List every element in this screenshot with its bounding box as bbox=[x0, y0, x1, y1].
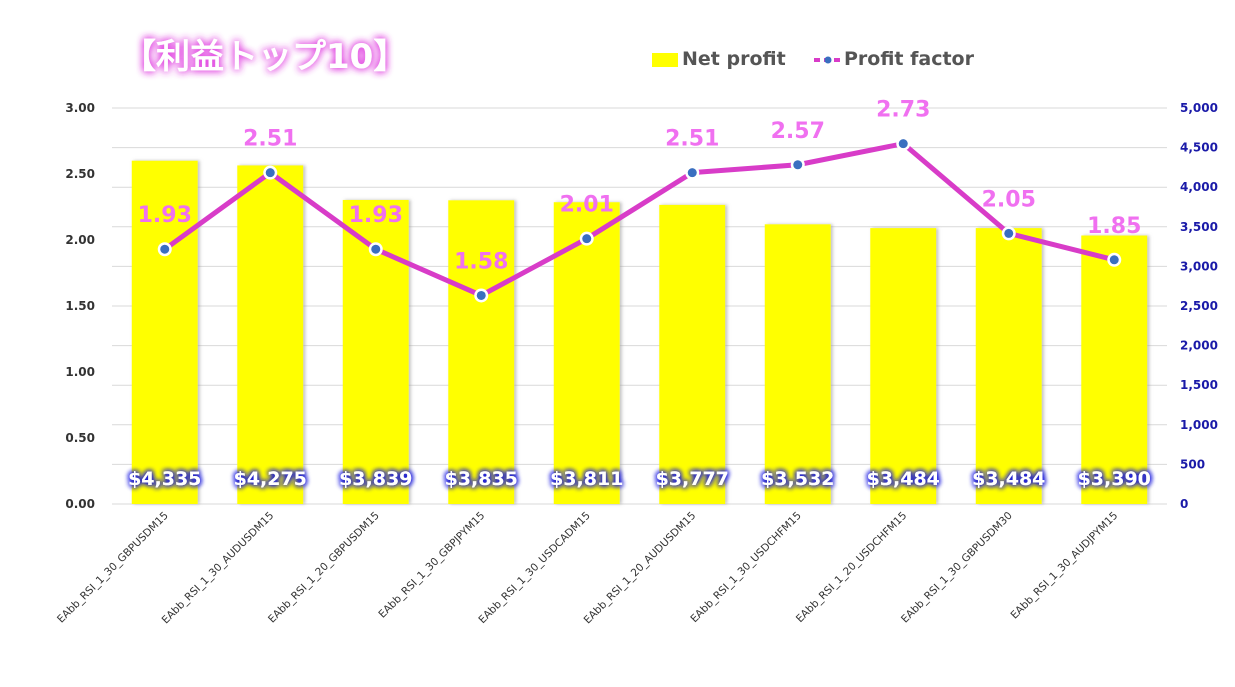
net-profit-data-label: $3,484 bbox=[867, 468, 940, 490]
profit-factor-marker bbox=[476, 290, 486, 300]
net-profit-data-label: $3,811 bbox=[550, 468, 623, 490]
profit-factor-data-label: 2.73 bbox=[876, 98, 930, 123]
profit-factor-marker bbox=[582, 234, 592, 244]
profit-factor-data-label: 2.57 bbox=[771, 119, 825, 144]
right-axis-tick-label: 3,000 bbox=[1180, 259, 1218, 273]
profit-factor-labels: 1.93 2.51 1.93 1.58 2.01 2.51 2.57 2.73 2.05 1.85 bbox=[138, 98, 1142, 275]
right-axis-tick-label: 1,500 bbox=[1180, 378, 1218, 392]
profit-factor-marker bbox=[1109, 255, 1119, 265]
profit-factor-data-label: 1.93 bbox=[138, 203, 192, 228]
left-axis-tick-label: 0.00 bbox=[65, 497, 95, 511]
profit-factor-marker bbox=[265, 168, 275, 178]
profit-factor-series-line bbox=[163, 141, 1115, 298]
net-profit-bar bbox=[1081, 235, 1148, 504]
right-axis-ticks: 0 500 1,000 1,500 2,000 2,500 3,000 3,500 4,000 4… bbox=[1180, 101, 1218, 511]
right-axis-tick-label: 500 bbox=[1180, 457, 1205, 471]
profit-factor-data-label: 1.58 bbox=[454, 249, 508, 274]
chart-title: 【利益トップ10】 bbox=[122, 37, 407, 77]
legend-net-profit-label: Net profit bbox=[682, 48, 786, 70]
profit-factor-line bbox=[157, 136, 1122, 303]
profit-factor-marker bbox=[793, 160, 803, 170]
right-axis-tick-label: 5,000 bbox=[1180, 101, 1218, 115]
left-axis-tick-label: 2.50 bbox=[65, 167, 95, 181]
profit-factor-marker bbox=[687, 168, 697, 178]
profit-factor-data-label: 2.01 bbox=[560, 193, 614, 218]
left-axis-ticks: 0.00 0.50 1.00 1.50 2.00 2.50 3.00 bbox=[65, 101, 95, 511]
profit-factor-data-label: 2.51 bbox=[665, 127, 719, 152]
legend-net-profit-swatch bbox=[652, 53, 678, 67]
category-label: EAbb_RSI_1_30_GBPJPYM15 bbox=[376, 510, 487, 621]
left-axis-tick-label: 1.50 bbox=[65, 299, 95, 313]
right-axis-tick-label: 0 bbox=[1180, 497, 1188, 511]
net-profit-data-label: $3,532 bbox=[761, 468, 834, 490]
right-axis-tick-label: 1,000 bbox=[1180, 418, 1218, 432]
category-label: EAbb_RSI_1_20_USDCHFM15 bbox=[794, 510, 910, 626]
category-label: EAbb_RSI_1_30_USDCADM15 bbox=[476, 510, 592, 626]
legend-profit-factor-marker bbox=[824, 56, 832, 64]
category-labels: EAbb_RSI_1_30_GBPUSDM15EAbb_RSI_1_30_AUD… bbox=[55, 510, 1120, 627]
profit-factor-data-label: 2.05 bbox=[982, 187, 1036, 212]
profit-factor-data-label: 1.85 bbox=[1087, 214, 1141, 239]
right-axis-tick-label: 4,500 bbox=[1180, 141, 1218, 155]
left-axis-tick-label: 2.00 bbox=[65, 233, 95, 247]
net-profit-data-label: $4,275 bbox=[234, 468, 307, 490]
left-axis-tick-label: 0.50 bbox=[65, 431, 95, 445]
net-profit-bar bbox=[237, 165, 304, 505]
right-axis-tick-label: 4,000 bbox=[1180, 180, 1218, 194]
profit-factor-marker bbox=[371, 244, 381, 254]
net-profit-data-label: $3,777 bbox=[656, 468, 729, 490]
category-label: EAbb_RSI_1_20_AUDUSDM15 bbox=[582, 510, 699, 627]
net-profit-data-label: $3,390 bbox=[1078, 468, 1151, 490]
category-label: EAbb_RSI_1_30_GBPUSDM15 bbox=[55, 510, 171, 626]
right-axis-tick-label: 2,000 bbox=[1180, 339, 1218, 353]
profit-factor-marker bbox=[898, 139, 908, 149]
net-profit-bar bbox=[659, 204, 726, 504]
net-profit-bar bbox=[131, 160, 198, 504]
net-profit-data-label: $4,335 bbox=[128, 468, 201, 490]
left-axis-tick-label: 3.00 bbox=[65, 101, 95, 115]
category-label: EAbb_RSI_1_30_GBPUSDM30 bbox=[899, 510, 1015, 626]
net-profit-bar bbox=[764, 224, 831, 504]
net-profit-bars bbox=[131, 160, 1148, 505]
net-profit-labels: $4,335 $4,275 $3,839 $3,835 $3,811 $3,777 $3,5… bbox=[128, 468, 1151, 490]
net-profit-data-label: $3,484 bbox=[972, 468, 1045, 490]
category-label: EAbb_RSI_1_20_GBPUSDM15 bbox=[266, 510, 382, 626]
profit-factor-marker bbox=[160, 244, 170, 254]
net-profit-bar bbox=[870, 228, 937, 504]
legend-profit-factor-label: Profit factor bbox=[844, 48, 975, 70]
category-label: EAbb_RSI_1_30_AUDUSDM15 bbox=[160, 510, 277, 627]
net-profit-data-label: $3,835 bbox=[445, 468, 518, 490]
left-axis-tick-label: 1.00 bbox=[65, 365, 95, 379]
net-profit-data-label: $3,839 bbox=[339, 468, 412, 490]
net-profit-bar bbox=[448, 200, 515, 504]
net-profit-bar bbox=[553, 202, 620, 504]
right-axis-tick-label: 3,500 bbox=[1180, 220, 1218, 234]
profit-factor-marker bbox=[1004, 228, 1014, 238]
profit-factor-data-label: 2.51 bbox=[243, 127, 297, 152]
category-label: EAbb_RSI_1_30_USDCHFM15 bbox=[688, 510, 804, 626]
profit-factor-data-label: 1.93 bbox=[349, 203, 403, 228]
legend: Net profit Profit factor bbox=[652, 48, 975, 70]
right-axis-tick-label: 2,500 bbox=[1180, 299, 1218, 313]
category-label: EAbb_RSI_1_30_AUDJPYM15 bbox=[1008, 510, 1120, 622]
net-profit-bar bbox=[975, 228, 1042, 504]
